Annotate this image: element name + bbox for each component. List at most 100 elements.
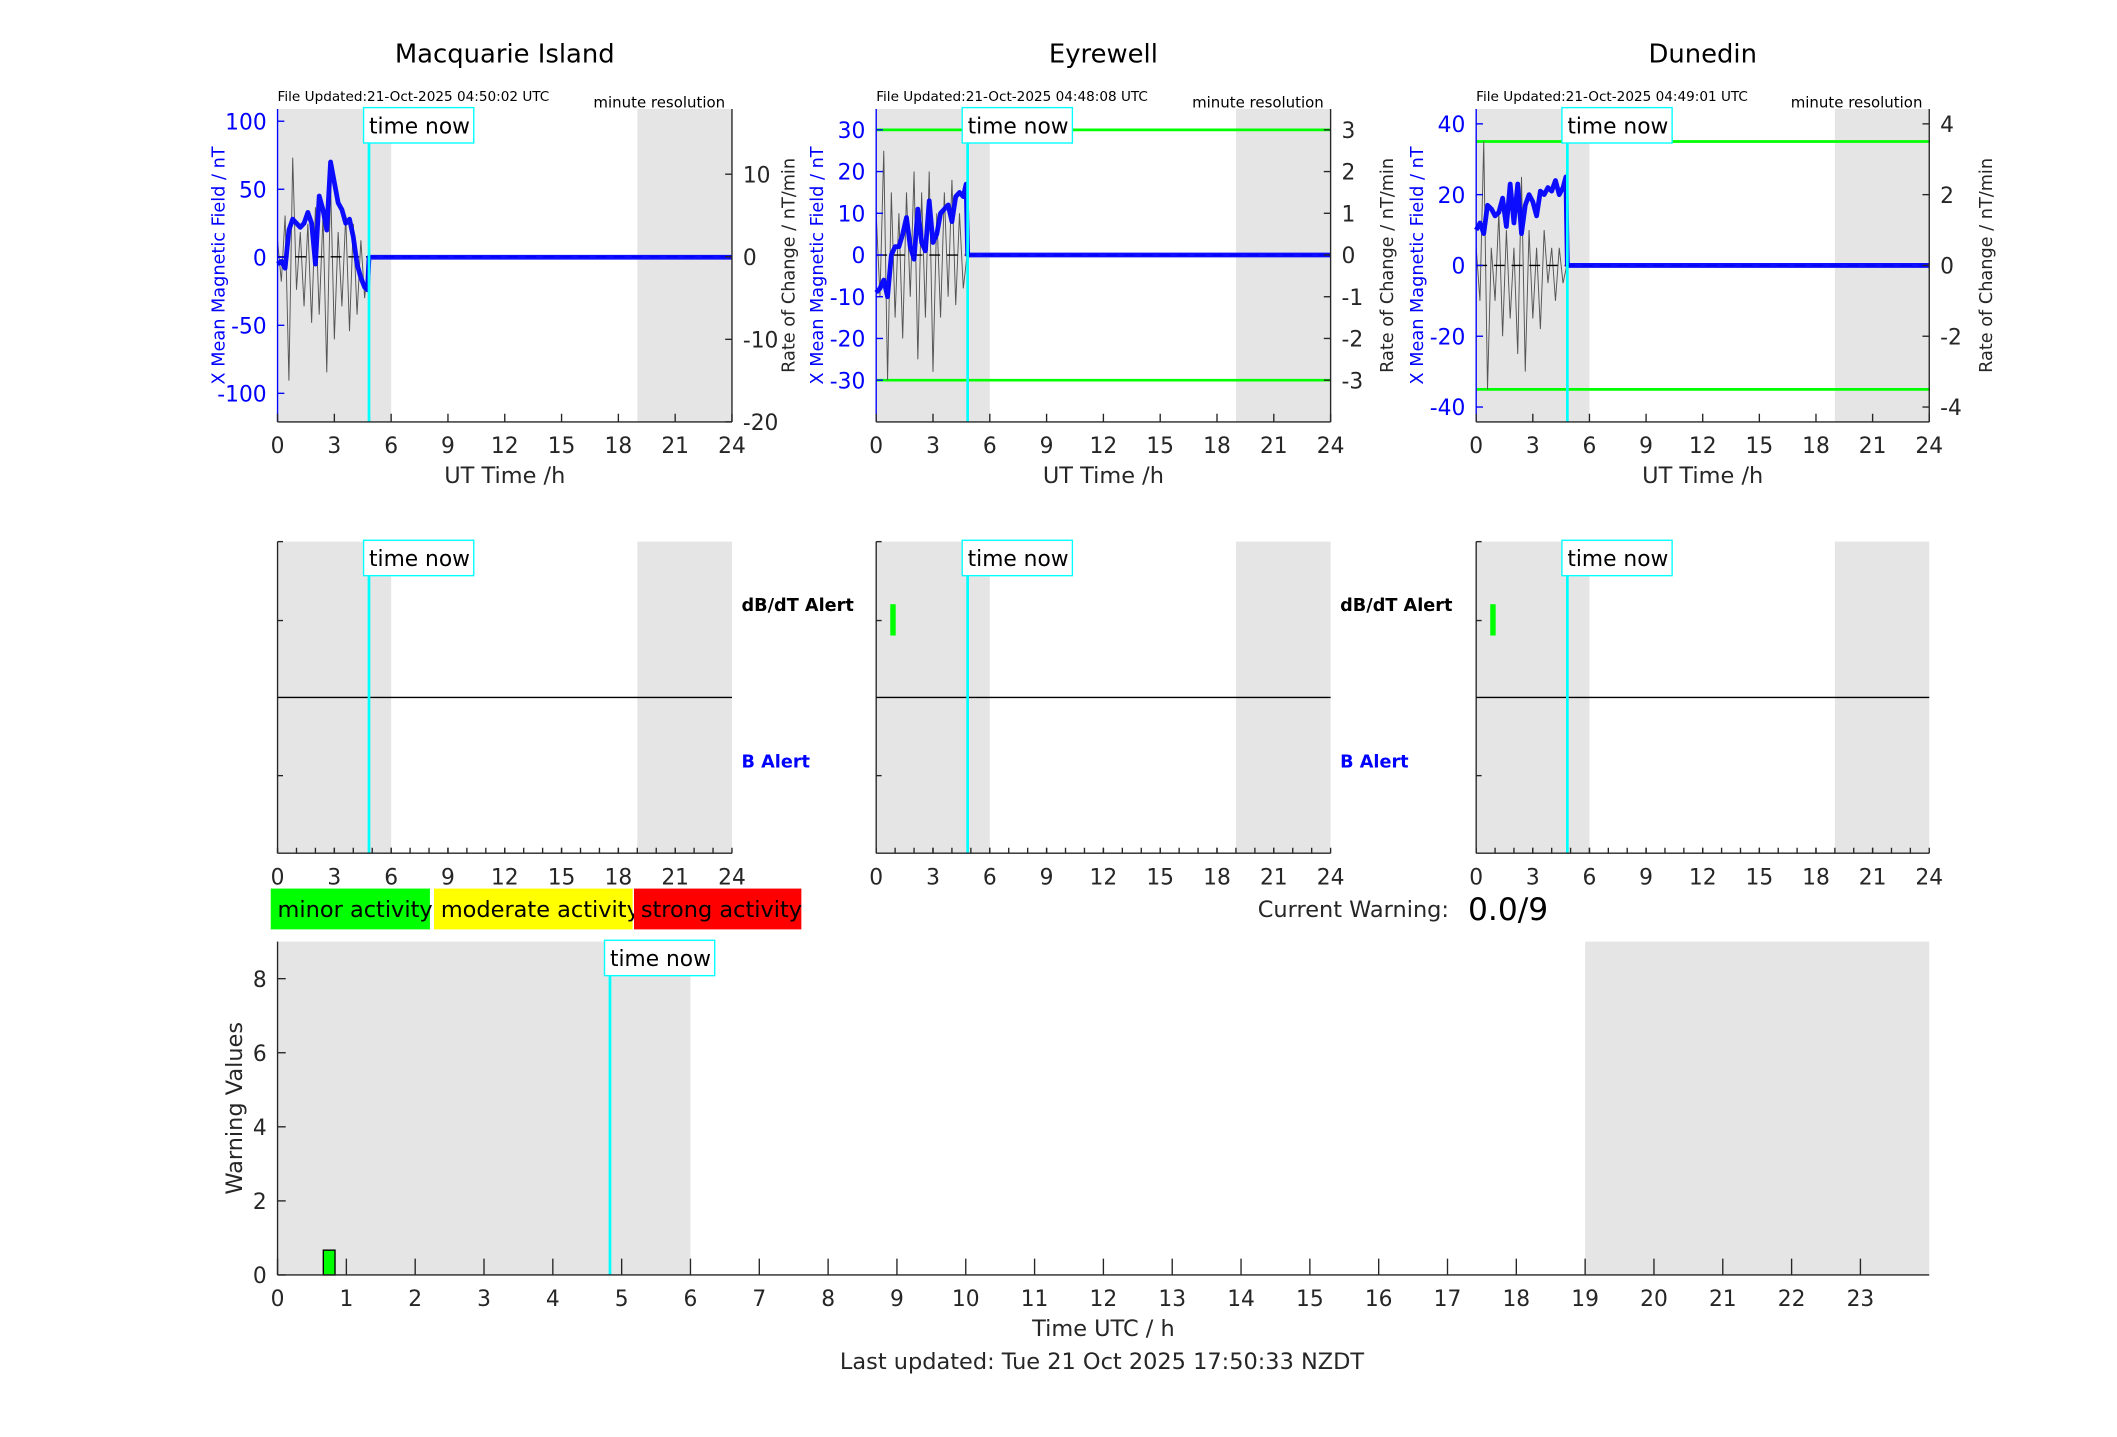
x-tick-label: 12 [491,865,519,890]
x-tick-label: 21 [661,865,689,890]
legend-swatch [270,888,430,930]
x-tick-label: 12 [1090,1287,1118,1312]
x-axis-label: UT Time /h [444,463,565,489]
night-shade-region [1585,941,1930,1275]
y-left-tick-label: -30 [830,369,866,394]
chart-title: Eyrewell [1049,40,1158,70]
legend-label: strong activity [641,897,802,923]
x-tick-label: 4 [546,1287,560,1312]
chart-title: Macquarie Island [395,40,615,70]
y-left-tick-label: -10 [830,286,866,311]
y-left-tick-label: 0 [1451,255,1465,280]
x-tick-label: 24 [1317,865,1345,890]
x-field-line [1474,174,1930,268]
current-warning-label: Current Warning: [1258,897,1449,923]
x-tick-label: 21 [1709,1287,1737,1312]
y-right-tick-label: 0 [1341,244,1355,269]
x-tick-label: 10 [952,1287,980,1312]
x-tick-label: 15 [1146,865,1174,890]
x-tick-label: 18 [1203,434,1231,459]
x-tick-label: 2 [408,1287,422,1312]
time-now-box [1561,106,1673,144]
y-right-tick-label: 4 [1940,113,1954,138]
x-tick-label: 0 [271,865,285,890]
x-tick-label: 15 [1296,1287,1324,1312]
station-alert-timeline: time now 0 3 6 9 12 15 18 21 24 dB/dT Alert B Alert [741,539,1345,890]
station-alert-timeline: time now 0 3 6 9 12 15 18 21 24 [271,539,746,890]
x-tick-label: 3 [327,434,341,459]
y-left-tick-label: -50 [231,314,267,339]
x-field-line [276,159,732,293]
x-tick-label: 0 [1469,865,1483,890]
y-left-tick-label: 50 [239,178,267,203]
y-left-tick-label: -100 [217,382,266,407]
time-now-box [362,106,475,144]
x-tick-label: 24 [1915,865,1943,890]
y-tick-label: 0 [253,1264,267,1289]
y-left-tick-label: 20 [1438,184,1466,209]
night-shade-region [277,941,691,1275]
x-tick-label: 24 [718,865,746,890]
x-tick-label: 21 [1859,434,1887,459]
activity-legend: minor activity moderate activity strong ac… [270,888,802,930]
x-tick-label: 21 [1859,865,1887,890]
y-right-tick-label: 0 [1940,255,1954,280]
y-right-tick-label: 10 [743,163,771,188]
y-left-tick-label: -20 [830,328,866,353]
y-left-tick-label: 100 [225,110,267,135]
x-tick-label: 7 [752,1287,766,1312]
time-now-box [961,539,1074,577]
x-tick-label: 3 [926,865,940,890]
x-tick-label: 24 [718,434,746,459]
current-warning-value: 0.0/9 [1468,892,1548,928]
x-tick-label: 0 [869,865,883,890]
y-right-axis-label: Rate of Change / nT/min [780,158,800,373]
x-tick-label: 13 [1158,1287,1186,1312]
y-right-tick-label: -2 [1940,325,1962,350]
x-tick-label: 3 [926,434,940,459]
x-tick-label: 15 [1146,434,1174,459]
y-right-tick-label: -1 [1341,286,1363,311]
x-tick-label: 6 [983,865,997,890]
row-label-b-alert: B Alert [741,752,810,772]
y-left-axis-label: X Mean Magnetic Field / nT [1408,146,1428,384]
x-tick-label: 24 [1915,434,1943,459]
y-left-tick-label: 20 [838,161,866,186]
time-now-box [961,106,1074,144]
x-tick-label: 0 [869,434,883,459]
x-tick-label: 12 [1090,865,1118,890]
y-left-axis-label: X Mean Magnetic Field / nT [808,146,828,384]
x-tick-label: 9 [1040,865,1054,890]
x-tick-label: 6 [1583,865,1597,890]
x-tick-label: 9 [441,865,455,890]
x-tick-label: 9 [1040,434,1054,459]
x-tick-label: 6 [384,865,398,890]
time-now-label: time now [968,114,1069,139]
y-right-tick-label: 3 [1341,119,1355,144]
night-shade-region [1235,108,1331,422]
resolution-text: minute resolution [1192,94,1324,112]
station-field-chart: Dunedin File Updated:21-Oct-2025 04:49:01… [1408,40,1997,489]
x-tick-label: 18 [1802,434,1830,459]
x-tick-label: 18 [605,434,633,459]
alert-event-bar [1490,604,1496,636]
x-tick-label: 6 [1583,434,1597,459]
night-shade-region [277,108,392,422]
time-now-box [362,539,475,577]
y-left-tick-label: -20 [1430,325,1466,350]
y-right-axis-label: Rate of Change / nT/min [1977,158,1997,373]
x-tick-label: 20 [1640,1287,1668,1312]
x-tick-label: 12 [1090,434,1118,459]
x-tick-label: 21 [1260,865,1288,890]
x-tick-label: 18 [1802,865,1830,890]
resolution-text: minute resolution [593,94,725,112]
x-tick-label: 14 [1227,1287,1255,1312]
x-tick-label: 3 [477,1287,491,1312]
y-right-tick-label: -20 [743,411,779,436]
x-tick-label: 12 [1689,865,1717,890]
x-tick-label: 12 [1689,434,1717,459]
y-left-tick-label: 30 [838,119,866,144]
x-tick-label: 24 [1317,434,1345,459]
